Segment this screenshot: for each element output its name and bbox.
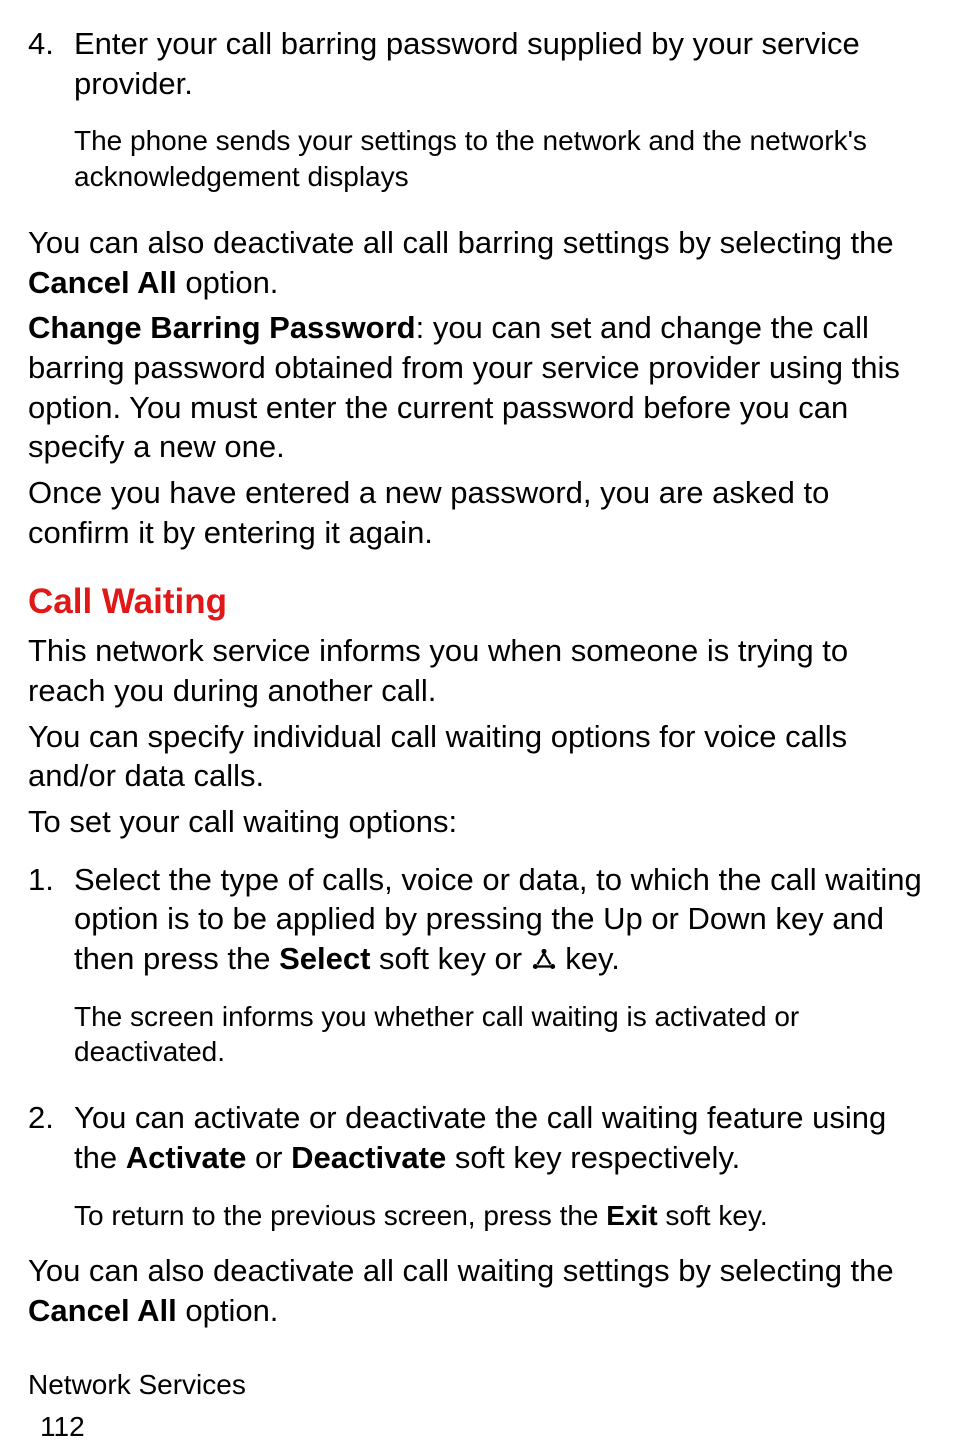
call-waiting-intro-3: To set your call waiting options: bbox=[28, 802, 926, 842]
text: soft key respectively. bbox=[446, 1140, 740, 1175]
text: key. bbox=[557, 941, 620, 976]
text: option. bbox=[177, 1293, 279, 1328]
step-1-text: Select the type of calls, voice or data,… bbox=[74, 860, 926, 979]
cancel-all-label: Cancel All bbox=[28, 1293, 177, 1328]
confirm-password-para: Once you have entered a new password, yo… bbox=[28, 473, 926, 552]
barring-cancel-all-para: You can also deactivate all call barring… bbox=[28, 223, 926, 302]
text: You can also deactivate all call barring… bbox=[28, 225, 894, 260]
text: soft key. bbox=[658, 1200, 768, 1231]
step-4: 4. Enter your call barring password supp… bbox=[28, 24, 926, 209]
step-2: 2. You can activate or deactivate the ca… bbox=[28, 1098, 926, 1237]
text: or bbox=[246, 1140, 291, 1175]
step-1-number: 1. bbox=[28, 860, 74, 1085]
footer-section-name: Network Services bbox=[28, 1367, 926, 1403]
text: option. bbox=[177, 265, 279, 300]
cancel-all-label: Cancel All bbox=[28, 265, 177, 300]
call-waiting-intro-2: You can specify individual call waiting … bbox=[28, 717, 926, 796]
text: You can also deactivate all call waiting… bbox=[28, 1253, 894, 1288]
step-2-text: You can activate or deactivate the call … bbox=[74, 1098, 926, 1177]
call-waiting-intro-1: This network service informs you when so… bbox=[28, 631, 926, 710]
text: soft key or bbox=[370, 941, 530, 976]
exit-label: Exit bbox=[606, 1200, 657, 1231]
step-2-number: 2. bbox=[28, 1098, 74, 1237]
step-2-subtext: To return to the previous screen, press … bbox=[74, 1198, 926, 1234]
step-1: 1. Select the type of calls, voice or da… bbox=[28, 860, 926, 1085]
text: To return to the previous screen, press … bbox=[74, 1200, 606, 1231]
footer-page-number: 112 bbox=[40, 1409, 926, 1444]
step-1-subtext: The screen informs you whether call wait… bbox=[74, 999, 926, 1071]
navigation-key-icon bbox=[531, 947, 557, 973]
deactivate-label: Deactivate bbox=[291, 1140, 446, 1175]
change-barring-password-label: Change Barring Password bbox=[28, 310, 416, 345]
activate-label: Activate bbox=[126, 1140, 247, 1175]
select-label: Select bbox=[279, 941, 370, 976]
step-4-subtext: The phone sends your settings to the net… bbox=[74, 123, 926, 195]
step-4-text: Enter your call barring password supplie… bbox=[74, 24, 926, 103]
step-4-number: 4. bbox=[28, 24, 74, 209]
waiting-cancel-all-para: You can also deactivate all call waiting… bbox=[28, 1251, 926, 1330]
change-barring-password-para: Change Barring Password: you can set and… bbox=[28, 308, 926, 467]
call-waiting-heading: Call Waiting bbox=[28, 580, 926, 625]
